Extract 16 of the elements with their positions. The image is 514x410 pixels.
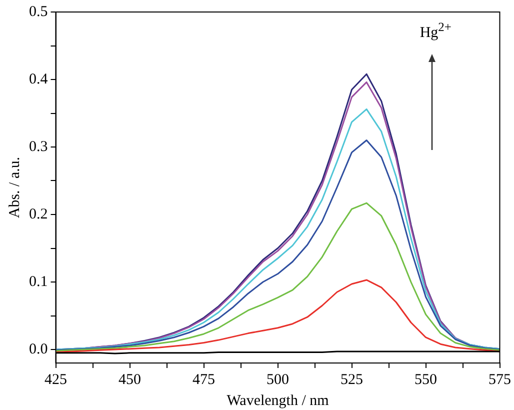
- x-tick-label: 575: [488, 372, 511, 388]
- y-tick-label: 0.3: [29, 138, 48, 155]
- y-tick-label: 0.4: [29, 71, 48, 88]
- x-tick-label: 550: [414, 372, 437, 388]
- x-tick-label: 450: [118, 372, 141, 388]
- y-tick-label: 0.5: [29, 4, 48, 20]
- x-tick-label: 525: [340, 372, 363, 388]
- annotation: Hg$^{2+}$: [420, 20, 452, 42]
- y-tick-label: 0.2: [29, 206, 48, 222]
- x-tick-label: 475: [192, 372, 215, 388]
- x-axis-title: Wavelength / nm: [226, 392, 330, 409]
- y-tick-label: 0.1: [29, 274, 48, 290]
- y-tick-label: 0.0: [29, 341, 48, 358]
- y-axis-title: Abs. / a.u.: [6, 156, 23, 218]
- x-tick-label: 500: [266, 372, 289, 388]
- x-tick-label: 425: [44, 372, 67, 388]
